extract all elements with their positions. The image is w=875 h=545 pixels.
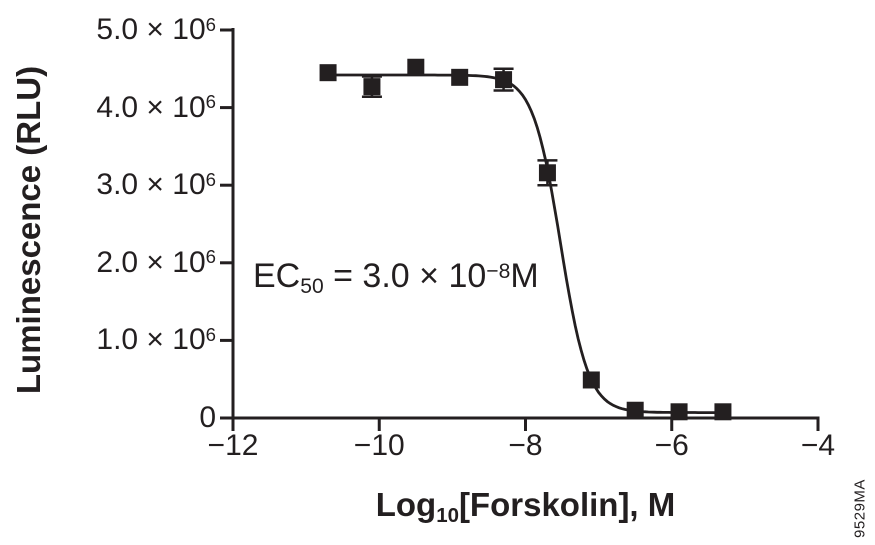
ec50-annotation-exponent: −8 xyxy=(486,259,511,283)
y-tick-label: 5.0 × 106 xyxy=(96,13,216,46)
x-tick-label: −8 xyxy=(508,429,543,462)
ec50-annotation: EC50 = 3.0 × 10−8M xyxy=(253,257,539,300)
x-axis-title-subscript: 10 xyxy=(436,504,459,528)
x-axis-title-rest: [Forskolin], M xyxy=(458,486,676,523)
y-tick-label: 1.0 × 106 xyxy=(96,323,216,357)
data-point xyxy=(714,403,732,421)
y-tick-label: 0 xyxy=(199,401,216,434)
y-tick-label: 3.0 × 106 xyxy=(96,168,216,202)
data-point xyxy=(626,401,644,419)
data-point xyxy=(670,403,688,421)
ec50-annotation-unit: M xyxy=(510,257,539,295)
x-tick-label: −6 xyxy=(654,429,689,462)
y-tick-label: 4.0 × 106 xyxy=(96,90,216,124)
data-point xyxy=(538,164,556,182)
data-point xyxy=(451,68,469,86)
data-point xyxy=(363,78,381,96)
y-axis-title: Luminescence (RLU) xyxy=(10,65,47,395)
figure-id-watermark: 9529MA xyxy=(851,479,869,538)
ec50-annotation-value: = 3.0 × 10 xyxy=(323,257,487,295)
x-axis-title: Log10[Forskolin], M xyxy=(233,486,818,528)
x-tick-label: −12 xyxy=(207,429,259,462)
x-axis-title-text: Log xyxy=(375,486,437,523)
ec50-annotation-pre: EC xyxy=(253,257,301,295)
data-point xyxy=(407,58,425,76)
x-tick-label: −10 xyxy=(353,429,405,462)
fit-curve xyxy=(320,73,725,414)
x-tick-label: −4 xyxy=(800,429,836,462)
ec50-annotation-subscript: 50 xyxy=(300,275,324,299)
data-point xyxy=(582,371,600,389)
y-tick-label: 2.0 × 106 xyxy=(96,245,216,279)
data-point xyxy=(495,71,513,89)
data-point xyxy=(319,64,337,82)
